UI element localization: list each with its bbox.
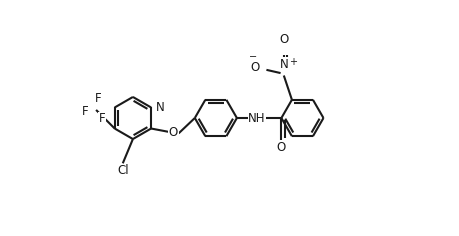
Text: N: N xyxy=(279,58,288,71)
Text: F: F xyxy=(81,105,88,118)
Text: O: O xyxy=(250,61,259,74)
Text: O: O xyxy=(168,126,178,139)
Text: F: F xyxy=(99,112,105,125)
Text: O: O xyxy=(276,141,285,154)
Text: O: O xyxy=(279,33,288,46)
Text: Cl: Cl xyxy=(117,164,129,177)
Text: NH: NH xyxy=(248,111,265,125)
Text: +: + xyxy=(289,57,297,67)
Text: N: N xyxy=(156,101,164,114)
Text: F: F xyxy=(94,92,101,105)
Text: −: − xyxy=(248,52,256,62)
